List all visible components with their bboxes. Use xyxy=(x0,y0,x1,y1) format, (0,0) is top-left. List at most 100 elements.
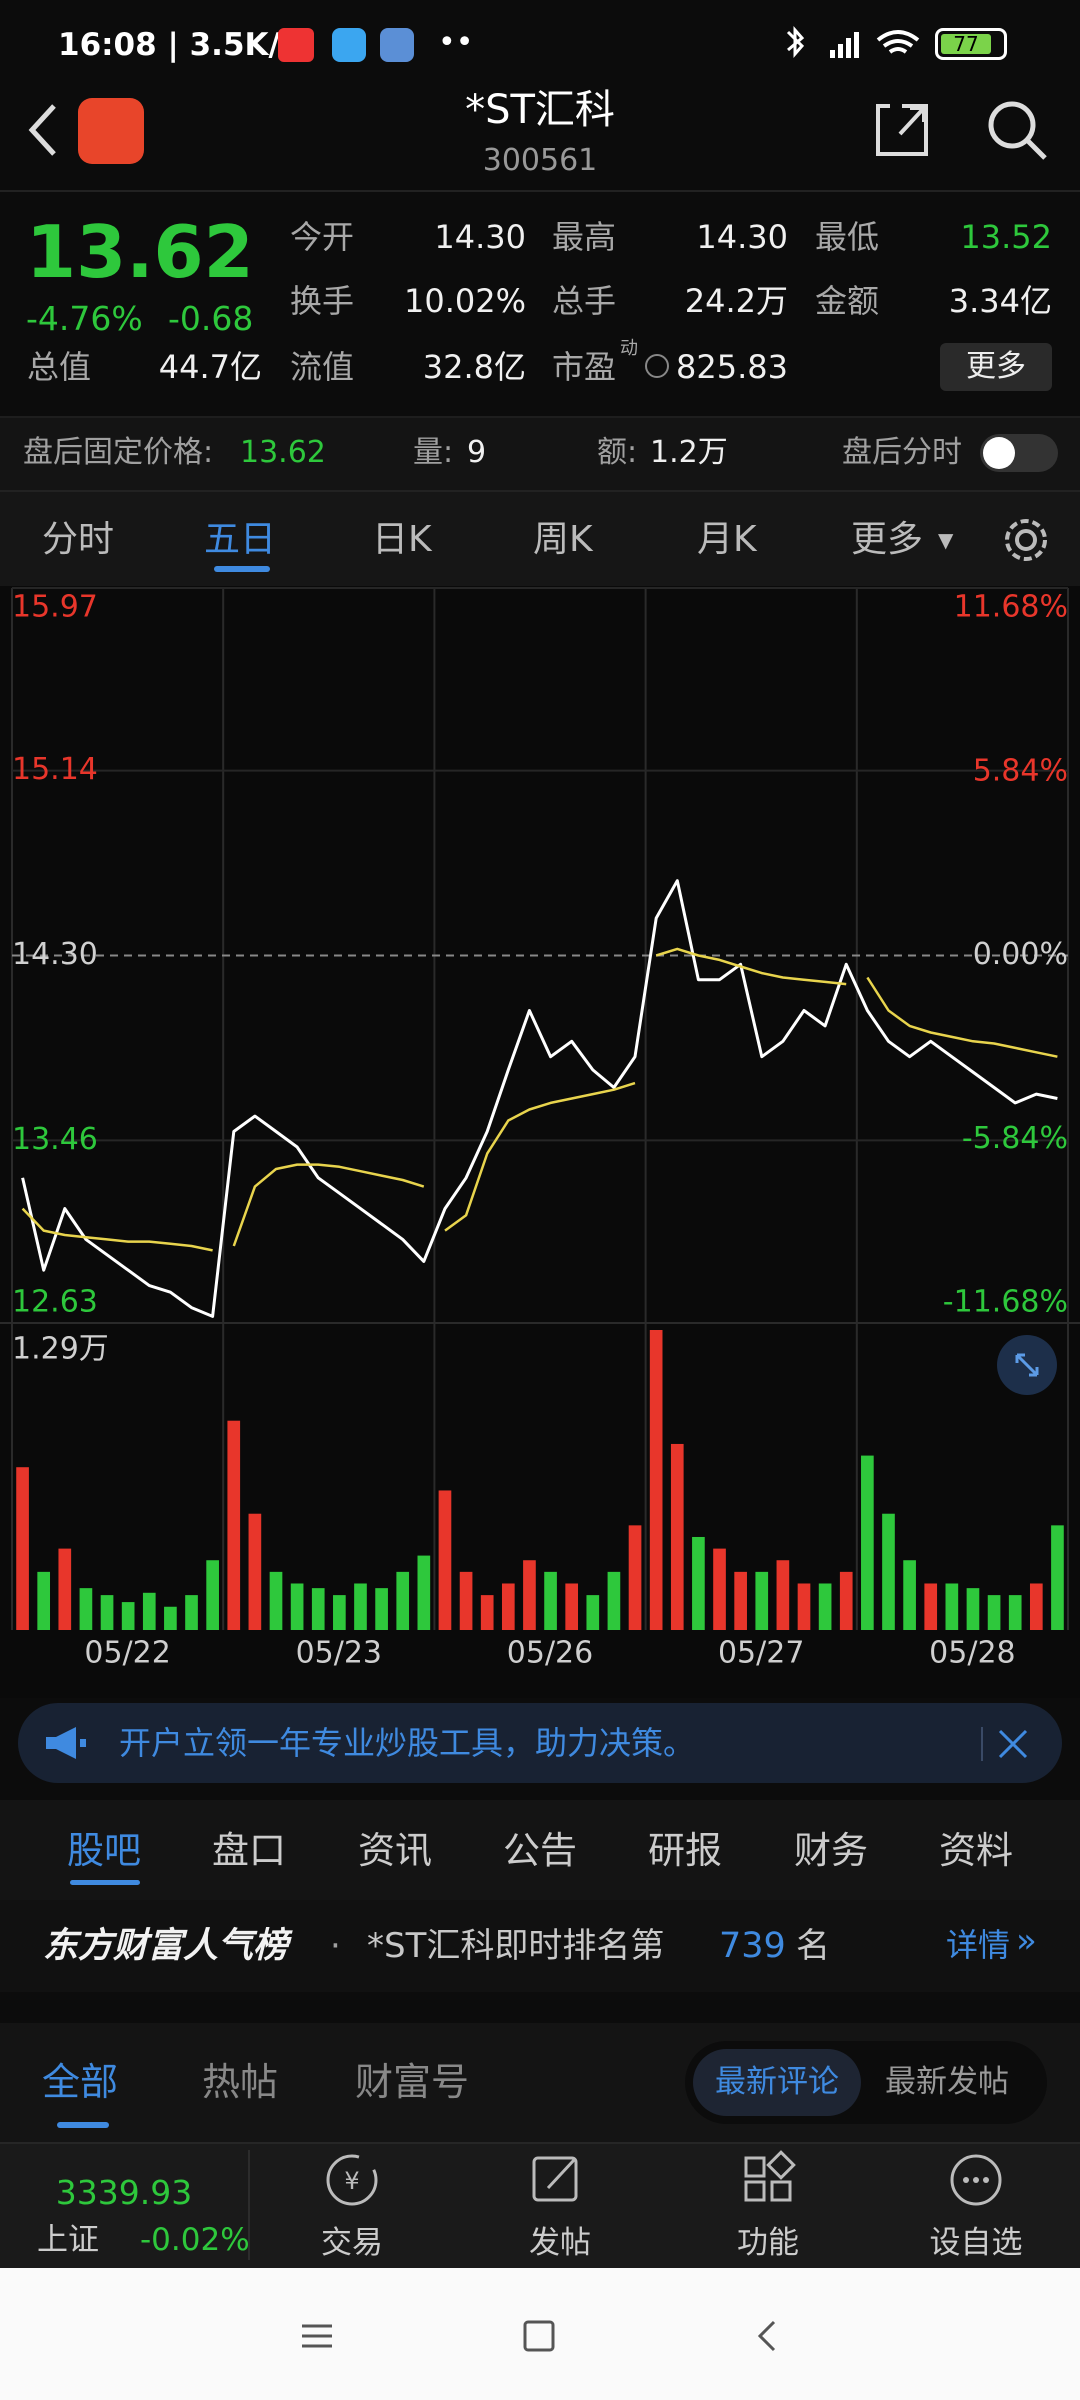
volume-bar xyxy=(121,1602,135,1630)
chart-tab[interactable]: 月K xyxy=(697,519,757,560)
nav-icons: ¥ xyxy=(326,2150,1002,2206)
sort-option-active[interactable]: 最新评论 xyxy=(693,2049,861,2116)
section-tab-active[interactable]: 股吧 xyxy=(67,1829,141,1872)
volume-bar xyxy=(861,1455,874,1630)
info-icon[interactable] xyxy=(645,354,669,378)
divider xyxy=(981,1727,983,1761)
chart-background xyxy=(0,586,1080,1698)
volume-bar xyxy=(354,1583,367,1630)
index-value[interactable]: 3339.93 xyxy=(55,2173,193,2212)
section-tabs xyxy=(0,1800,1080,1900)
section-tab[interactable]: 资讯 xyxy=(358,1829,432,1872)
volume-bar xyxy=(480,1595,494,1630)
stat-label: 最低 xyxy=(815,218,880,256)
share-button[interactable] xyxy=(872,100,932,160)
volume-bar xyxy=(185,1595,198,1630)
close-button[interactable] xyxy=(996,1727,1030,1761)
y2-tick-label: -5.84% xyxy=(962,1121,1068,1156)
stat-label: 总手 xyxy=(552,282,617,320)
volume-bar xyxy=(311,1588,325,1630)
more-button[interactable]: 更多 xyxy=(940,343,1052,391)
volume-bar xyxy=(58,1548,72,1630)
average-line xyxy=(232,1163,425,1247)
dot: · xyxy=(330,1926,341,1966)
popularity-title: 东方财富人气榜 xyxy=(43,1926,289,1966)
volume-bar xyxy=(882,1513,895,1630)
x-tick-label: 05/27 xyxy=(718,1636,804,1671)
nav-item[interactable]: 功能 xyxy=(737,2225,799,2261)
chart-tab[interactable]: 日K xyxy=(372,519,432,560)
bottom-nav xyxy=(0,2142,1080,2270)
y-tick-label: 15.14 xyxy=(12,752,98,787)
app-icon xyxy=(380,28,414,62)
chart-tab-active[interactable]: 五日 xyxy=(204,519,277,560)
volume-bar xyxy=(37,1571,51,1630)
expand-button[interactable] xyxy=(997,1335,1057,1395)
volume-bar xyxy=(924,1583,938,1630)
nav-item[interactable]: 发帖 xyxy=(529,2225,591,2261)
volume-bar xyxy=(248,1513,262,1630)
sub-tab[interactable]: 财富号 xyxy=(355,2060,470,2104)
after-hours-label: 盘后固定价格: xyxy=(23,435,214,470)
back-button[interactable] xyxy=(24,100,64,160)
section-tab[interactable]: 研报 xyxy=(648,1829,722,1872)
x-tick-label: 05/26 xyxy=(507,1636,593,1671)
x-tick-label: 05/28 xyxy=(929,1636,1015,1671)
after-hours-label: 量: xyxy=(413,435,454,470)
volume-bar xyxy=(164,1606,177,1630)
sub-tab[interactable]: 热帖 xyxy=(202,2060,279,2104)
x-tick-label: 05/22 xyxy=(84,1636,170,1671)
volume-bar xyxy=(565,1583,579,1630)
stat-value: 3.34亿 xyxy=(948,282,1052,320)
volume-bar xyxy=(776,1560,790,1630)
average-line xyxy=(866,976,1058,1058)
volume-bar xyxy=(607,1571,621,1630)
chart-tab[interactable]: 更多 xyxy=(851,519,924,560)
sort-option[interactable]: 最新发帖 xyxy=(885,2064,1009,2100)
stat-value: 13.52 xyxy=(960,218,1052,256)
more-dots: •• xyxy=(438,25,474,60)
settings-button[interactable] xyxy=(1000,514,1052,566)
y2-tick-label: 11.68% xyxy=(954,590,1068,625)
battery-level: 77 xyxy=(941,34,991,54)
section-tab[interactable]: 财务 xyxy=(794,1829,868,1872)
banner[interactable] xyxy=(18,1703,1062,1783)
rank-unit: 名 xyxy=(796,1926,830,1966)
nav-item[interactable]: 设自选 xyxy=(929,2225,1023,2261)
chart-tab[interactable]: 周K xyxy=(533,519,593,560)
volume-bar xyxy=(544,1571,557,1630)
chart: 15.97 15.14 14.30 13.46 12.63 11.68% 5.84% 0.00… xyxy=(0,586,1080,1698)
volume-bar xyxy=(987,1595,1001,1630)
volume-bar xyxy=(628,1525,642,1630)
sub-tab-active[interactable]: 全部 xyxy=(42,2060,119,2104)
stat-value: 44.7亿 xyxy=(158,348,262,386)
index-change: -0.02% xyxy=(140,2222,250,2258)
stat-value: 14.30 xyxy=(434,218,526,256)
volume-bar xyxy=(670,1443,684,1630)
change-pct: -4.76% xyxy=(26,299,143,338)
section-tab[interactable]: 盘口 xyxy=(212,1829,286,1872)
nav-item[interactable]: 交易 xyxy=(321,2225,383,2261)
y2-tick-label: -11.68% xyxy=(943,1285,1068,1320)
volume-bar xyxy=(375,1588,388,1630)
section-tab[interactable]: 资料 xyxy=(939,1829,1013,1872)
volume-bar xyxy=(966,1588,980,1630)
average-line xyxy=(21,1207,213,1252)
rank: 739 xyxy=(719,1926,786,1966)
toggle-switch[interactable] xyxy=(980,434,1058,472)
svg-text:¥: ¥ xyxy=(344,2167,359,2195)
detail-link[interactable]: 详情 xyxy=(946,1926,1011,1964)
volume-bar xyxy=(692,1536,705,1630)
megaphone-icon xyxy=(46,1727,86,1759)
y2-tick-label: 0.00% xyxy=(973,937,1068,972)
time: 16:08 xyxy=(58,27,157,63)
divider xyxy=(0,190,1080,192)
search-button[interactable] xyxy=(985,98,1049,162)
chart-tab[interactable]: 分时 xyxy=(42,519,115,560)
volume-bar xyxy=(417,1555,431,1630)
volume-bar xyxy=(523,1560,536,1630)
section-tab[interactable]: 公告 xyxy=(503,1829,577,1872)
system-nav-icons[interactable] xyxy=(0,2300,1080,2372)
volume-bar xyxy=(501,1583,515,1630)
stat-value: 24.2万 xyxy=(684,282,788,320)
